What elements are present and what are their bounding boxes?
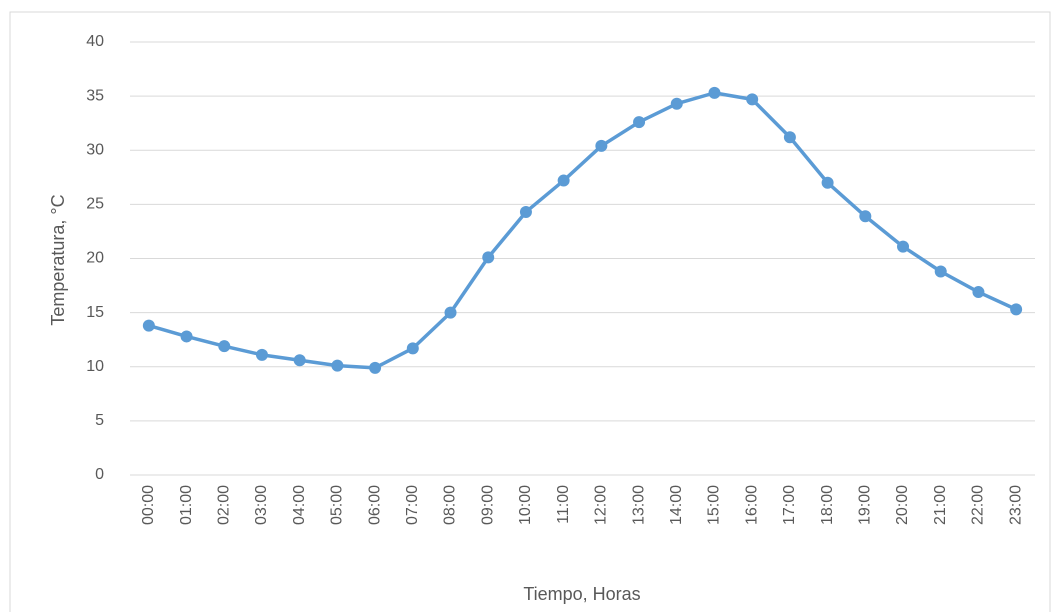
y-tick-label: 5	[95, 412, 104, 429]
y-axis-title: Temperatura, °C	[48, 194, 68, 325]
x-tick-label: 17:00	[781, 485, 798, 525]
x-axis-title: Tiempo, Horas	[523, 584, 640, 604]
y-tick-label: 25	[86, 196, 104, 213]
line	[148, 91, 1017, 370]
x-tick-label: 20:00	[894, 485, 911, 525]
x-tick-label: 08:00	[442, 485, 459, 525]
marker	[218, 340, 231, 353]
x-tick-label: 23:00	[1007, 485, 1024, 525]
marker	[821, 176, 834, 189]
x-tick-label: 03:00	[253, 485, 270, 525]
marker	[557, 174, 570, 187]
marker	[482, 251, 495, 264]
marker	[255, 348, 268, 361]
marker	[369, 361, 382, 374]
marker	[670, 97, 683, 110]
x-tick-label: 22:00	[970, 485, 987, 525]
y-tick-label: 0	[95, 466, 104, 483]
x-tick-label: 16:00	[743, 485, 760, 525]
marker	[595, 139, 608, 152]
x-tick-label: 02:00	[215, 485, 232, 525]
marker	[934, 265, 947, 278]
y-tick-label: 40	[86, 33, 104, 50]
x-tick-label: 18:00	[819, 485, 836, 525]
marker	[1010, 303, 1023, 316]
marker	[142, 319, 155, 332]
x-tick-label: 06:00	[366, 485, 383, 525]
x-tick-label: 05:00	[329, 485, 346, 525]
chart-border	[9, 11, 1051, 612]
x-tick-label: 12:00	[593, 485, 610, 525]
y-tick-label: 15	[86, 304, 104, 321]
x-tick-label: 19:00	[857, 485, 874, 525]
marker	[331, 359, 344, 372]
x-tick-label: 00:00	[140, 485, 157, 525]
x-tick-label: 14:00	[668, 485, 685, 525]
marker	[180, 330, 193, 343]
x-tick-label: 13:00	[630, 485, 647, 525]
x-tick-label: 21:00	[932, 485, 949, 525]
marker	[972, 286, 985, 299]
y-tick-label: 35	[86, 87, 104, 104]
marker	[519, 205, 532, 218]
marker	[293, 354, 306, 367]
x-tick-label: 07:00	[404, 485, 421, 525]
x-tick-label: 11:00	[555, 485, 572, 524]
marker	[897, 240, 910, 253]
x-tick-label: 04:00	[291, 485, 308, 525]
marker	[746, 93, 759, 106]
x-tick-label: 15:00	[706, 485, 723, 525]
marker	[859, 210, 872, 223]
y-tick-label: 30	[86, 141, 104, 158]
x-tick-label: 10:00	[517, 485, 534, 525]
marker	[783, 131, 796, 144]
marker	[444, 306, 457, 319]
y-tick-label: 20	[86, 250, 104, 267]
x-tick-label: 01:00	[178, 485, 195, 525]
marker	[406, 342, 419, 355]
marker	[633, 116, 646, 129]
y-tick-label: 10	[86, 358, 104, 375]
marker	[708, 86, 721, 99]
x-tick-label: 09:00	[479, 485, 496, 525]
